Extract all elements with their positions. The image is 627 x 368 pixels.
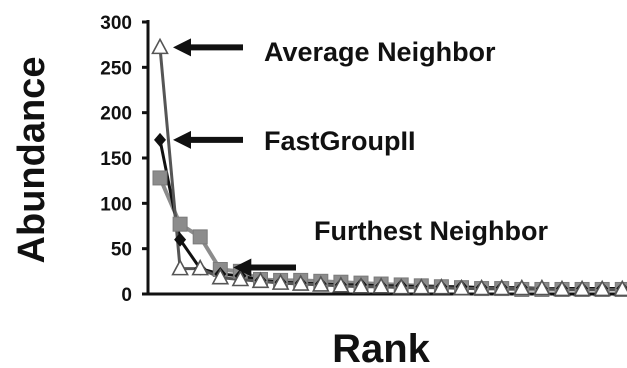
point-average-neighbor	[231, 269, 250, 287]
y-tick-label: 300	[100, 13, 132, 34]
point-furthest-neighbor	[152, 170, 168, 186]
axes: 0 50 100 150 200 250 300	[100, 13, 622, 306]
y-tick-label: 250	[100, 58, 132, 79]
point-average-neighbor	[271, 273, 290, 290]
annotation-arrow-head	[173, 130, 191, 149]
annotation-text: FastGroupII	[264, 126, 416, 156]
y-tick-label: 50	[111, 240, 132, 261]
point-average-neighbor	[211, 267, 230, 285]
point-average-neighbor	[573, 279, 591, 297]
x-axis-title: Rank	[332, 327, 431, 368]
point-average-neighbor	[613, 279, 627, 297]
point-furthest-neighbor	[192, 229, 208, 245]
y-tick-label: 100	[100, 194, 132, 215]
point-average-neighbor	[171, 258, 189, 276]
point-fastgroupii	[154, 132, 166, 147]
y-tick-label: 150	[100, 149, 132, 170]
annotation-text: Furthest Neighbor	[314, 216, 548, 246]
point-average-neighbor	[452, 278, 471, 296]
annotation-arrow-head	[173, 38, 191, 57]
point-average-neighbor	[593, 279, 612, 297]
point-average-neighbor	[332, 276, 350, 293]
point-average-neighbor	[191, 258, 210, 276]
point-average-neighbor	[392, 277, 411, 295]
annotation-furthest-neighbor: Furthest Neighbor	[233, 216, 548, 277]
point-average-neighbor	[372, 277, 390, 294]
series-line-fastgroupii	[158, 139, 623, 291]
point-average-neighbor	[251, 271, 270, 289]
y-axis-title: Abundance	[11, 57, 53, 264]
y-tick-label: 200	[100, 104, 132, 125]
point-average-neighbor	[412, 277, 431, 295]
annotation-text: Average Neighbor	[264, 37, 496, 67]
point-average-neighbor	[352, 277, 370, 294]
point-average-neighbor	[553, 279, 571, 297]
point-average-neighbor	[512, 278, 531, 296]
annotation-fastgroupii: FastGroupII	[173, 126, 416, 156]
axis-titles: Abundance Rank	[11, 57, 431, 368]
point-average-neighbor	[492, 278, 511, 296]
y-tick-label: 0	[121, 285, 132, 306]
point-average-neighbor	[311, 275, 330, 292]
annotations: Average Neighbor FastGroupII Furthest Neig…	[173, 37, 548, 277]
annotation-arrow-head	[233, 258, 252, 277]
point-furthest-neighbor	[172, 216, 188, 232]
point-fastgroupii	[174, 232, 187, 247]
point-average-neighbor	[432, 277, 451, 295]
point-average-neighbor	[472, 278, 491, 296]
point-average-neighbor	[291, 274, 310, 291]
point-average-neighbor	[151, 37, 169, 55]
series-group	[151, 37, 627, 297]
point-average-neighbor	[533, 278, 551, 296]
annotation-average-neighbor: Average Neighbor	[173, 37, 496, 67]
series-line-average-neighbor	[158, 47, 623, 291]
